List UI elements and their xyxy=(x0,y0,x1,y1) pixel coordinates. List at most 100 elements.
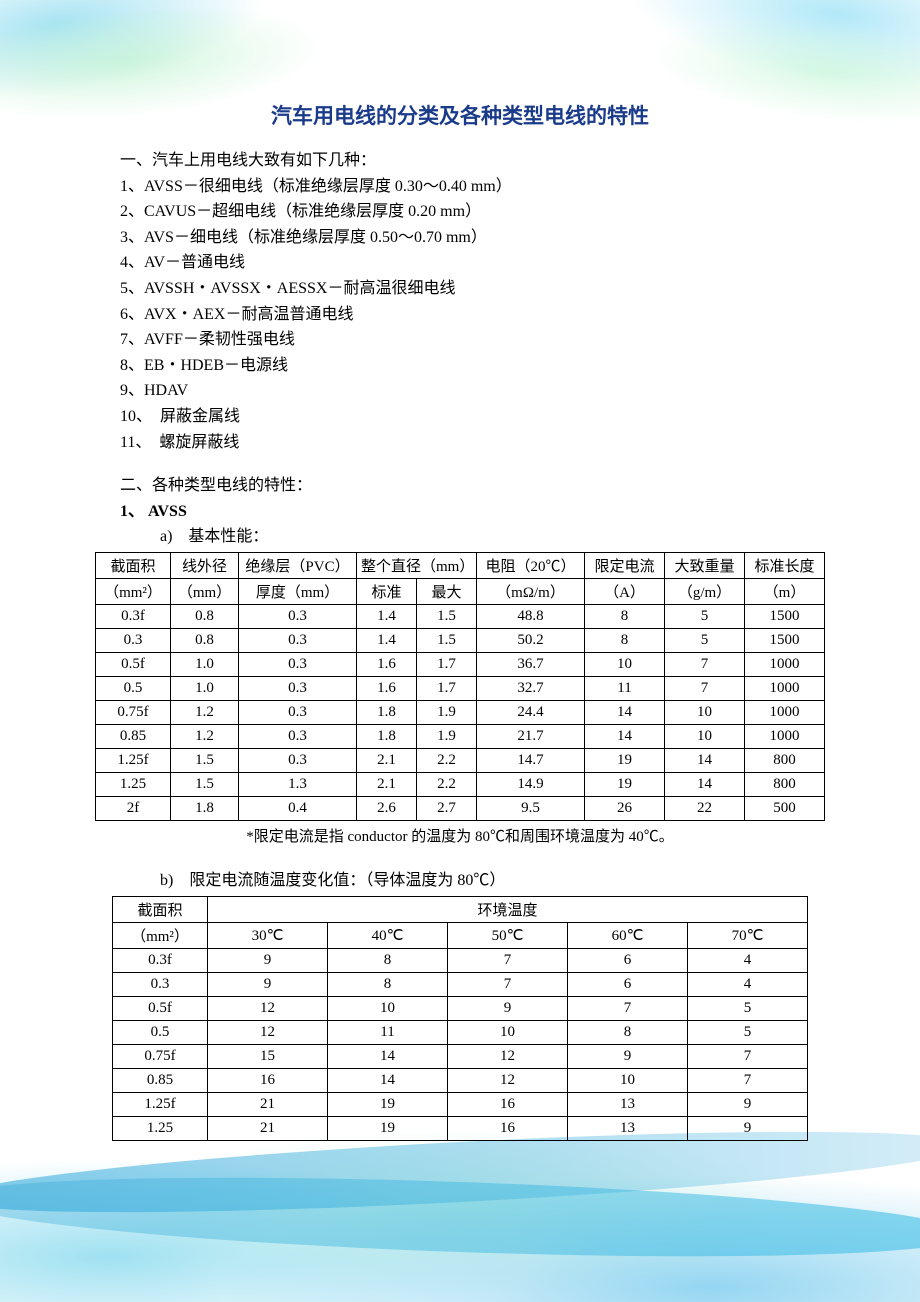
table-row: 0.30.80.31.41.550.2851500 xyxy=(96,628,825,652)
table-cell: 14.7 xyxy=(477,748,585,772)
table-header: 大致重量 xyxy=(665,552,745,578)
table-row: 0.75f1.20.31.81.924.414101000 xyxy=(96,700,825,724)
section2-sub1: 1、 AVSS xyxy=(120,499,870,525)
table-cell: 1.25f xyxy=(96,748,171,772)
table-header: 标准长度 xyxy=(745,552,825,578)
table-cell: 0.75f xyxy=(96,700,171,724)
table-row: 1.25f211916139 xyxy=(113,1092,808,1116)
table-cell: 8 xyxy=(585,628,665,652)
table-cell: 8 xyxy=(568,1020,688,1044)
table-header: 限定电流 xyxy=(585,552,665,578)
table-cell: 1.7 xyxy=(417,676,477,700)
table-cell: 0.3 xyxy=(239,628,357,652)
section2-sub-a: a) 基本性能： xyxy=(160,524,870,550)
table-cell: 50.2 xyxy=(477,628,585,652)
table-cell: 1500 xyxy=(745,604,825,628)
table-cell: 4 xyxy=(688,948,808,972)
table-cell: 19 xyxy=(328,1116,448,1140)
table-cell: 12 xyxy=(208,996,328,1020)
table-header: 整个直径（mm） xyxy=(357,552,477,578)
table-row: 2f1.80.42.62.79.52622500 xyxy=(96,796,825,820)
table-cell: 0.3 xyxy=(113,972,208,996)
table-cell: 2f xyxy=(96,796,171,820)
table-cell: 9 xyxy=(448,996,568,1020)
section1-heading: 一、汽车上用电线大致有如下几种： xyxy=(120,148,870,174)
section1-item: 9、HDAV xyxy=(120,378,870,404)
table-cell: 1.5 xyxy=(417,604,477,628)
table-row: 0.5f1.00.31.61.736.71071000 xyxy=(96,652,825,676)
table-subheader: （mm） xyxy=(171,578,239,604)
table-cell: 26 xyxy=(585,796,665,820)
section1-item: 10、 屏蔽金属线 xyxy=(120,404,870,430)
table-cell: 12 xyxy=(208,1020,328,1044)
table-cell: 9 xyxy=(208,972,328,996)
table-subheader: 40℃ xyxy=(328,922,448,948)
table-subheader: 30℃ xyxy=(208,922,328,948)
table-cell: 9 xyxy=(688,1092,808,1116)
table-cell: 22 xyxy=(665,796,745,820)
table-cell: 0.3 xyxy=(239,652,357,676)
table-cell: 1.6 xyxy=(357,652,417,676)
table-cell: 1000 xyxy=(745,724,825,748)
table-cell: 6 xyxy=(568,948,688,972)
table-cell: 10 xyxy=(328,996,448,1020)
table-cell: 0.3 xyxy=(239,700,357,724)
table-cell: 1.7 xyxy=(417,652,477,676)
section1-item: 8、EB・HDEB－电源线 xyxy=(120,353,870,379)
table-cell: 5 xyxy=(665,628,745,652)
table-cell: 1.5 xyxy=(417,628,477,652)
table-cell: 9 xyxy=(568,1044,688,1068)
table-cell: 1.0 xyxy=(171,676,239,700)
table-cell: 12 xyxy=(448,1068,568,1092)
table-cell: 8 xyxy=(328,948,448,972)
section1-item: 1、AVSS－很细电线（标准绝缘层厚度 0.30～0.40 mm） xyxy=(120,174,870,200)
table-cell: 0.3f xyxy=(113,948,208,972)
table-subheader: 70℃ xyxy=(688,922,808,948)
table-row: 0.512111085 xyxy=(113,1020,808,1044)
table-cell: 0.3f xyxy=(96,604,171,628)
table-cell: 14 xyxy=(585,700,665,724)
table-cell: 14.9 xyxy=(477,772,585,796)
section1-item: 7、AVFF－柔韧性强电线 xyxy=(120,327,870,353)
table-cell: 6 xyxy=(568,972,688,996)
table-cell: 4 xyxy=(688,972,808,996)
table-cell: 11 xyxy=(585,676,665,700)
table-cell: 21 xyxy=(208,1092,328,1116)
table-subheader: 最大 xyxy=(417,578,477,604)
table-row: 0.398764 xyxy=(113,972,808,996)
table-header: 线外径 xyxy=(171,552,239,578)
table-subheader: 50℃ xyxy=(448,922,568,948)
table-cell: 1.3 xyxy=(239,772,357,796)
table-cell: 9 xyxy=(688,1116,808,1140)
section1-item: 3、AVS－细电线（标准绝缘层厚度 0.50～0.70 mm） xyxy=(120,225,870,251)
table-cell: 7 xyxy=(448,948,568,972)
table-header: 电阻（20℃） xyxy=(477,552,585,578)
table-cell: 1000 xyxy=(745,700,825,724)
table-cell: 9.5 xyxy=(477,796,585,820)
table-cell: 36.7 xyxy=(477,652,585,676)
table-cell: 10 xyxy=(568,1068,688,1092)
table-cell: 1.25f xyxy=(113,1092,208,1116)
table-subheader: 厚度（mm） xyxy=(239,578,357,604)
section1-item: 11、 螺旋屏蔽线 xyxy=(120,430,870,456)
table-cell: 11 xyxy=(328,1020,448,1044)
table-cell: 12 xyxy=(448,1044,568,1068)
section2-heading: 二、各种类型电线的特性： xyxy=(120,473,870,499)
table-cell: 21.7 xyxy=(477,724,585,748)
table-cell: 1.4 xyxy=(357,628,417,652)
table-cell: 1.2 xyxy=(171,724,239,748)
table-cell: 2.6 xyxy=(357,796,417,820)
table-row: 1.251.51.32.12.214.91914800 xyxy=(96,772,825,796)
table-cell: 1.9 xyxy=(417,700,477,724)
table-cell: 14 xyxy=(328,1068,448,1092)
table-cell: 7 xyxy=(688,1044,808,1068)
table-cell: 13 xyxy=(568,1116,688,1140)
table-cell: 8 xyxy=(328,972,448,996)
table-cell: 10 xyxy=(665,700,745,724)
table-cell: 1.6 xyxy=(357,676,417,700)
table-cell: 0.75f xyxy=(113,1044,208,1068)
section1-item: 4、AV－普通电线 xyxy=(120,250,870,276)
table-subheader: （mm²） xyxy=(96,578,171,604)
table-cell: 16 xyxy=(448,1092,568,1116)
table-cell: 2.2 xyxy=(417,772,477,796)
